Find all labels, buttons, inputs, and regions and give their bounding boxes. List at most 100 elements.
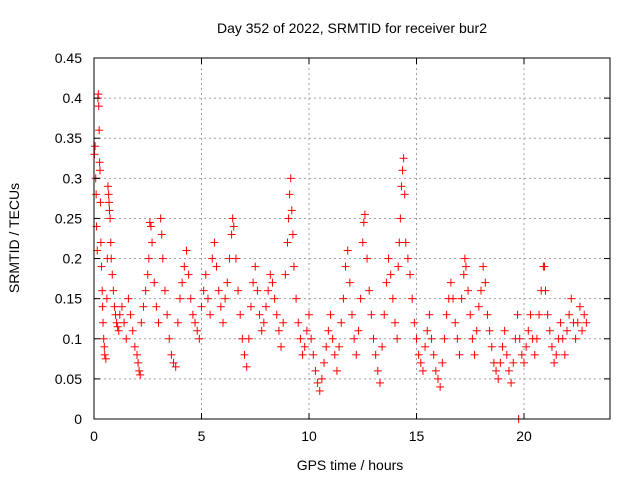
data-point	[240, 350, 249, 359]
data-point	[214, 286, 223, 295]
data-point	[335, 342, 344, 351]
data-point	[94, 90, 103, 99]
data-point	[98, 302, 107, 311]
data-point	[350, 334, 359, 343]
data-point	[530, 350, 539, 359]
x-tick-label: 15	[409, 428, 425, 444]
data-point	[156, 214, 165, 223]
data-point	[96, 198, 105, 207]
data-point	[485, 326, 494, 335]
data-point	[367, 310, 376, 319]
data-point	[186, 294, 195, 303]
data-point	[550, 358, 559, 367]
data-point	[182, 246, 191, 255]
data-point	[556, 318, 565, 327]
data-point	[582, 318, 591, 327]
data-point	[148, 238, 157, 247]
data-point	[359, 218, 368, 227]
data-point	[296, 334, 305, 343]
data-point	[255, 310, 264, 319]
data-point	[453, 334, 462, 343]
data-point	[234, 286, 243, 295]
data-point	[96, 166, 105, 175]
data-point	[157, 230, 166, 239]
data-point	[371, 350, 380, 359]
data-point	[249, 278, 258, 287]
data-point	[160, 286, 169, 295]
data-point	[184, 270, 193, 279]
data-point	[332, 366, 341, 375]
data-point	[126, 310, 135, 319]
data-point	[167, 350, 176, 359]
data-point	[326, 310, 335, 319]
data-point	[460, 254, 469, 263]
data-point	[515, 334, 524, 343]
data-point	[479, 262, 488, 271]
data-point	[563, 326, 571, 335]
data-point	[522, 342, 531, 351]
data-point	[158, 254, 167, 263]
data-point	[93, 246, 102, 255]
x-tick-label: 5	[198, 428, 206, 444]
data-point	[203, 294, 212, 303]
data-point	[360, 210, 369, 219]
data-point	[449, 294, 458, 303]
data-point	[504, 366, 513, 375]
data-point	[180, 262, 189, 271]
data-point	[526, 310, 535, 319]
y-tick-label: 0.2	[63, 251, 83, 267]
data-point	[274, 326, 283, 335]
data-point	[171, 362, 180, 371]
data-point	[472, 326, 481, 335]
y-tick-label: 0.05	[55, 371, 82, 387]
data-point	[100, 342, 109, 351]
data-point	[358, 238, 367, 247]
data-point	[500, 326, 509, 335]
data-point	[146, 222, 155, 231]
data-point	[320, 358, 329, 367]
data-point	[195, 334, 204, 343]
data-point	[210, 238, 219, 247]
data-point	[363, 254, 372, 263]
data-point	[99, 318, 108, 327]
data-point	[300, 342, 309, 351]
data-point	[575, 302, 584, 311]
data-point	[257, 326, 266, 335]
data-point	[434, 374, 442, 383]
y-tick-label: 0.45	[55, 50, 82, 66]
data-point	[199, 286, 208, 295]
data-point	[128, 326, 137, 335]
data-point	[133, 350, 141, 359]
data-point	[124, 294, 133, 303]
data-point	[311, 366, 320, 375]
data-point	[345, 278, 354, 287]
data-point	[286, 174, 295, 183]
data-point	[253, 286, 262, 295]
data-point	[378, 342, 387, 351]
data-point	[216, 302, 225, 311]
y-tick-label: 0.25	[55, 210, 82, 226]
data-point	[388, 294, 397, 303]
data-point	[143, 270, 152, 279]
y-tick-label: 0.15	[55, 291, 82, 307]
x-axis-label: GPS time / hours	[297, 457, 404, 473]
data-point	[105, 198, 114, 207]
data-point	[416, 358, 425, 367]
data-point	[292, 294, 301, 303]
data-point	[97, 262, 106, 271]
data-point	[461, 262, 470, 271]
data-point	[535, 310, 544, 319]
data-point	[317, 374, 326, 383]
data-point	[219, 318, 227, 327]
data-point	[356, 294, 365, 303]
data-point	[201, 270, 210, 279]
data-point	[396, 214, 405, 223]
data-point	[145, 218, 154, 227]
data-point	[481, 278, 490, 287]
data-point	[498, 342, 507, 351]
data-point	[571, 334, 580, 343]
data-point	[438, 358, 447, 367]
data-point	[324, 326, 333, 335]
ticks-layer: 0 5 10 15 20 0 0.05 0.1 0.15 0.2 0.25 0.3 0.35 0.4 0.4…	[55, 50, 610, 444]
data-point	[517, 350, 526, 359]
